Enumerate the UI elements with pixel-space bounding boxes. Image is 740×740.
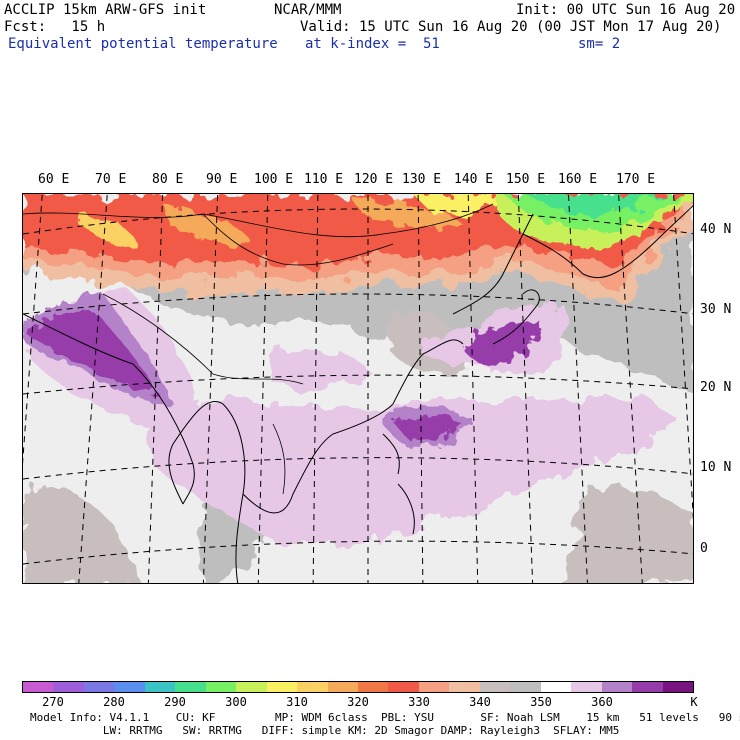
colorbar-tick: 320 — [347, 695, 369, 709]
lon-label: 140 E — [454, 172, 494, 187]
lat-label: 20 N — [700, 380, 732, 395]
lon-label: 170 E — [616, 172, 656, 187]
cool-region — [493, 194, 693, 249]
colorbar-swatch — [23, 682, 54, 692]
colorbar-unit: K — [690, 695, 698, 709]
warm-streaks — [78, 194, 503, 249]
lon-label: 90 E — [206, 172, 238, 187]
colorbar-swatch — [144, 682, 176, 692]
colorbar-swatch — [266, 682, 298, 692]
colorbar-swatch — [571, 682, 602, 692]
colorbar-swatch — [418, 682, 450, 692]
map-panel — [22, 193, 694, 584]
colorbar-swatch — [662, 682, 693, 692]
country-borders — [23, 203, 494, 495]
lon-label: 80 E — [152, 172, 184, 187]
lat-label: 40 N — [700, 222, 732, 237]
field-name: Equivalent potential temperature — [8, 36, 278, 52]
lon-label: 160 E — [558, 172, 598, 187]
colorbar-tick: 340 — [469, 695, 491, 709]
colorbar-swatch — [632, 682, 663, 692]
colorbar-swatch — [53, 682, 84, 692]
lon-label: 150 E — [506, 172, 546, 187]
colorbar-tick: 280 — [103, 695, 125, 709]
lon-label: 130 E — [402, 172, 442, 187]
colorbar-tick: 350 — [530, 695, 552, 709]
colorbar-swatch — [540, 682, 572, 692]
lat-label: 30 N — [700, 302, 732, 317]
lon-label: 70 E — [95, 172, 127, 187]
institution-label: NCAR/MMM — [274, 2, 342, 18]
colorbar-swatch — [327, 682, 358, 692]
colorbar-swatch — [601, 682, 633, 692]
colorbar-swatch — [388, 682, 419, 692]
level-label: at k-index = 51 — [305, 36, 440, 52]
colorbar-swatch — [297, 682, 328, 692]
lon-label: 60 E — [38, 172, 70, 187]
colorbar-swatch — [510, 682, 541, 692]
colorbar — [22, 681, 694, 693]
colorbar-tick: 360 — [591, 695, 613, 709]
colorbar-swatch — [479, 682, 511, 692]
valid-time: Valid: 15 UTC Sun 16 Aug 20 (00 JST Mon … — [300, 19, 722, 35]
colorbar-swatch — [449, 682, 480, 692]
coastlines — [23, 205, 693, 583]
forecast-hour: Fcst: 15 h — [4, 19, 106, 35]
colorbar-tick: 270 — [42, 695, 64, 709]
colorbar-swatch — [83, 682, 115, 692]
model-info-line1: Model Info: V4.1.1 CU: KF MP: WDM 6class… — [30, 711, 740, 724]
smoothing-label: sm= 2 — [578, 36, 621, 52]
lat-label: 10 N — [700, 460, 732, 475]
colorbar-tick: 310 — [286, 695, 308, 709]
colorbar-tick: 290 — [164, 695, 186, 709]
colorbar-tick: 330 — [408, 695, 430, 709]
colorbar-swatch — [236, 682, 267, 692]
colorbar-swatch — [205, 682, 237, 692]
lon-label: 110 E — [304, 172, 344, 187]
colorbar-tick: 300 — [225, 695, 247, 709]
colorbar-swatch — [175, 682, 206, 692]
theta-e-field — [23, 194, 693, 583]
model-info-line2: LW: RRTMG SW: RRTMG DIFF: simple KM: 2D … — [30, 724, 620, 737]
lon-label: 100 E — [254, 172, 294, 187]
lat-label: 0 — [700, 541, 708, 556]
init-time: Init: 00 UTC Sun 16 Aug 20 — [516, 2, 736, 18]
lon-label: 120 E — [354, 172, 394, 187]
colorbar-swatch — [357, 682, 389, 692]
colorbar-swatch — [114, 682, 145, 692]
run-title: ACCLIP 15km ARW-GFS init — [4, 2, 207, 18]
